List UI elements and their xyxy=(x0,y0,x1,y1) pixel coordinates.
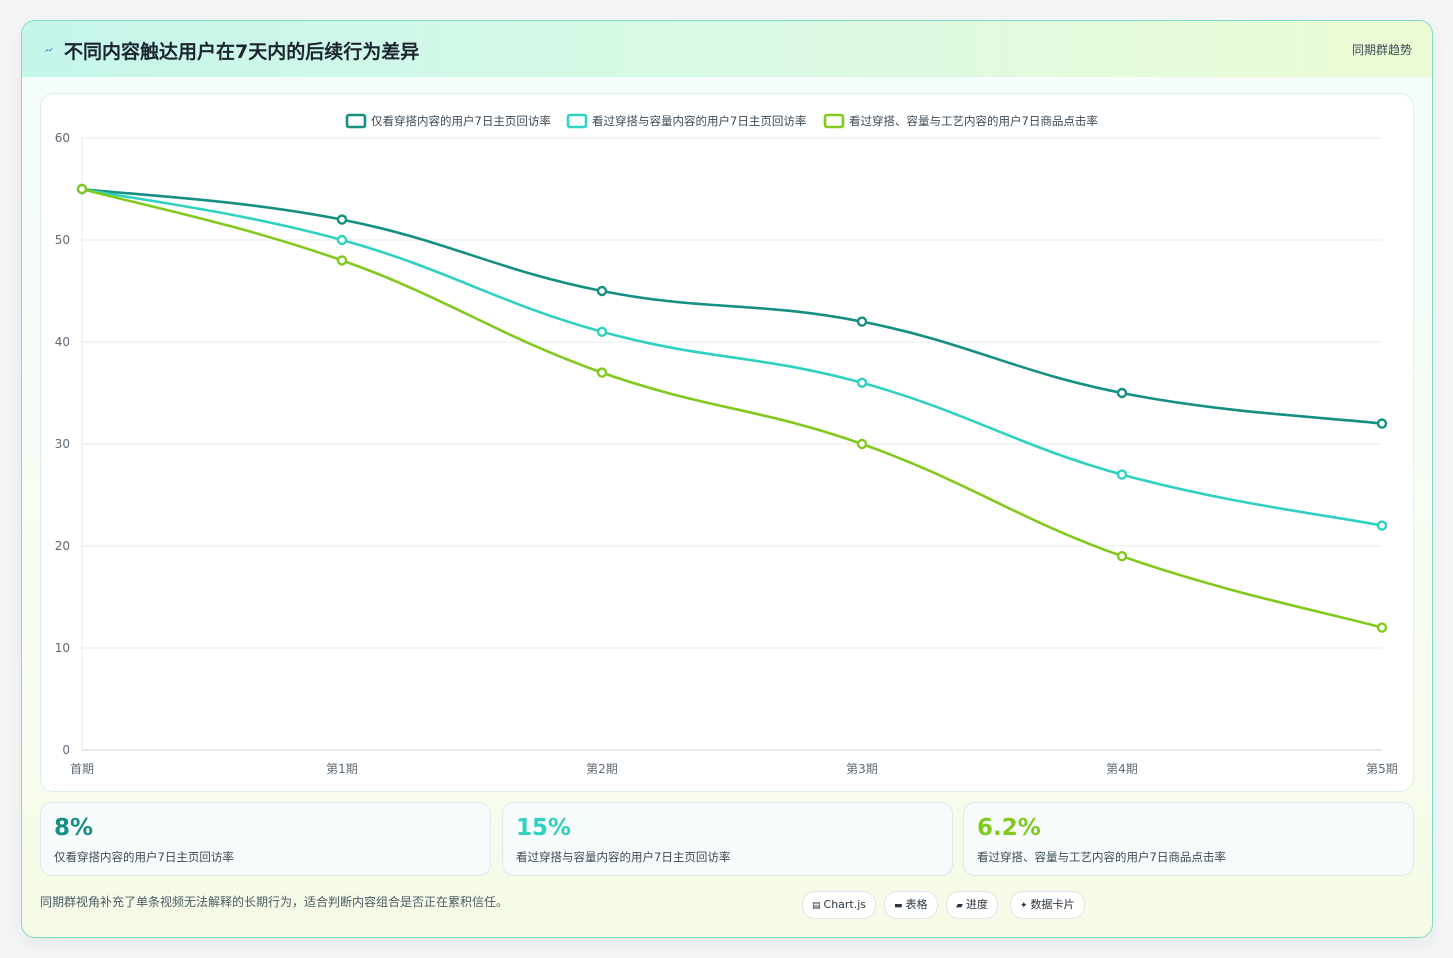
y-tick-label: 40 xyxy=(55,335,70,349)
data-point xyxy=(1116,387,1128,399)
stat-card-2: 15% 看过穿搭与容量内容的用户7日主页回访率 xyxy=(502,802,953,876)
x-tick-label: 第3期 xyxy=(846,762,878,776)
legend-swatch xyxy=(823,113,845,129)
chip-table[interactable]: ▬ 表格 xyxy=(884,891,938,919)
chart-card: 不同内容触达用户在7天内的后续行为差异 同期群趋势 0 10 20 30 40 50 60 首… xyxy=(21,20,1433,938)
stat-value: 6.2% xyxy=(977,815,1041,841)
y-tick-label: 30 xyxy=(55,437,70,451)
stat-value: 15% xyxy=(516,815,572,841)
data-point xyxy=(1376,622,1388,633)
chip-chartjs[interactable]: ▤ Chart.js xyxy=(802,891,877,919)
y-tick-label: 60 xyxy=(55,131,70,145)
stat-label: 仅看穿搭内容的用户7日主页回访率 xyxy=(54,850,234,864)
chart-icon: ▤ xyxy=(812,901,821,911)
x-tick-label: 第4期 xyxy=(1106,762,1138,776)
stat-label: 看过穿搭、容量与工艺内容的用户7日商品点击率 xyxy=(977,850,1226,864)
data-point xyxy=(596,326,608,338)
legend-label: 看过穿搭与容量内容的用户7日主页回访率 xyxy=(592,114,806,128)
chip-label: 表格 xyxy=(905,898,928,911)
line-chart: 0 10 20 30 40 50 60 首期 第1期 第2期 第3期 第4期 第5期 仅看穿搭内容的用户7… xyxy=(55,113,1398,776)
progress-icon: ▰ xyxy=(956,901,963,911)
chip-label: Chart.js xyxy=(823,898,867,911)
y-tick-label: 20 xyxy=(55,539,70,553)
data-point xyxy=(856,377,868,388)
chart-panel: 0 10 20 30 40 50 60 首期 第1期 第2期 第3期 第4期 第5期 仅看穿搭内容的用户7… xyxy=(40,93,1414,792)
data-point xyxy=(1376,520,1388,531)
data-point xyxy=(336,255,348,266)
chip-label: 数据卡片 xyxy=(1030,898,1075,911)
x-tick-label: 第5期 xyxy=(1366,762,1398,776)
data-point xyxy=(596,285,608,297)
chart-title: 不同内容触达用户在7天内的后续行为差异 xyxy=(64,41,420,63)
stat-card-1: 8% 仅看穿搭内容的用户7日主页回访率 xyxy=(40,802,491,876)
card-header: 不同内容触达用户在7天内的后续行为差异 同期群趋势 xyxy=(22,21,1432,77)
data-point xyxy=(1116,469,1128,480)
data-point xyxy=(336,214,348,225)
data-point xyxy=(1116,551,1128,562)
legend-swatch xyxy=(566,113,588,129)
sparkle-icon: ✦ xyxy=(1020,901,1028,911)
series-line-1 xyxy=(81,187,1383,425)
legend-label: 看过穿搭、容量与工艺内容的用户7日商品点击率 xyxy=(849,114,1098,128)
y-tick-label: 0 xyxy=(62,743,70,757)
data-point xyxy=(856,438,868,450)
stat-label: 看过穿搭与容量内容的用户7日主页回访率 xyxy=(516,850,731,864)
legend-swatch xyxy=(345,113,367,129)
chip-label: 进度 xyxy=(965,898,988,911)
table-icon: ▬ xyxy=(894,901,903,911)
series-line-3 xyxy=(81,187,1383,629)
header-tag: 同期群趋势 xyxy=(1351,43,1412,57)
lightning-icon xyxy=(44,47,54,52)
x-tick-label: 第1期 xyxy=(326,762,358,776)
series-line-2 xyxy=(81,187,1383,527)
data-point xyxy=(856,316,868,327)
data-point xyxy=(596,367,608,378)
y-tick-label: 10 xyxy=(55,641,70,655)
chip-progress[interactable]: ▰ 进度 xyxy=(946,891,998,919)
x-tick-label: 首期 xyxy=(70,762,94,776)
data-point xyxy=(336,234,348,246)
data-point xyxy=(76,183,88,195)
y-tick-label: 50 xyxy=(55,233,70,247)
chip-datacard[interactable]: ✦ 数据卡片 xyxy=(1010,891,1085,919)
stat-value: 8% xyxy=(54,815,94,841)
legend-label: 仅看穿搭内容的用户7日主页回访率 xyxy=(371,114,551,128)
stat-card-3: 6.2% 看过穿搭、容量与工艺内容的用户7日商品点击率 xyxy=(963,802,1414,876)
x-tick-label: 第2期 xyxy=(586,762,618,776)
data-point xyxy=(1376,418,1388,429)
footnote: 同期群视角补充了单条视频无法解释的长期行为，适合判断内容组合是否正在累积信任。 xyxy=(40,895,509,909)
